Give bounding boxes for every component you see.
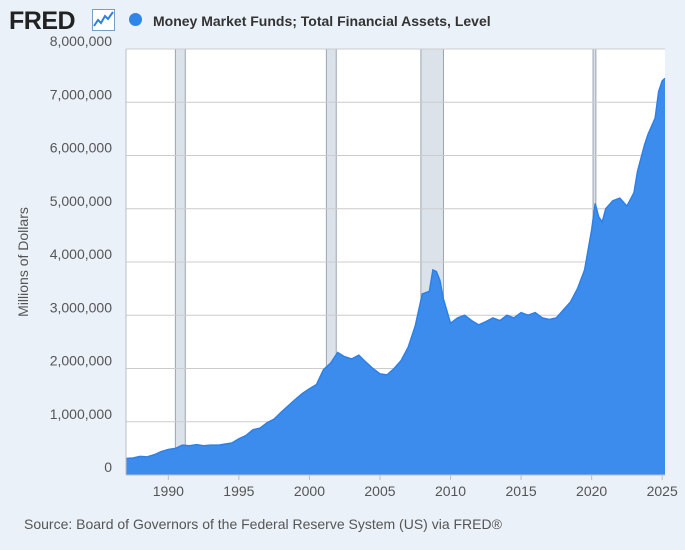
x-tick-label: 1990 <box>153 483 184 499</box>
x-tick-label: 1995 <box>223 483 254 499</box>
y-tick-labels: 0 1,000,000 2,000,000 3,000,000 4,000,000 5,0… <box>50 33 113 475</box>
y-axis-label: Millions of Dollars <box>15 207 31 317</box>
x-tick-label: 2020 <box>576 483 607 499</box>
x-tick-label: 2000 <box>294 483 325 499</box>
series-area-0 <box>126 78 665 475</box>
x-tick-label: 2010 <box>435 483 466 499</box>
x-tick-label: 2015 <box>506 483 537 499</box>
series-title: Money Market Funds; Total Financial Asse… <box>153 13 491 29</box>
y-tick-label: 2,000,000 <box>50 353 112 369</box>
y-tick-label: 3,000,000 <box>50 299 112 315</box>
chart-header: FRED Money Market Funds; Total Financial… <box>0 0 685 40</box>
y-tick-label: 1,000,000 <box>50 406 112 422</box>
y-tick-label: 4,000,000 <box>50 246 112 262</box>
fred-graph-icon <box>92 9 115 31</box>
series-line-0 <box>125 77 666 460</box>
x-tick-label: 2005 <box>364 483 395 499</box>
y-tick-label: 7,000,000 <box>50 86 112 102</box>
y-tick-label: 6,000,000 <box>50 140 112 156</box>
y-tick-label: 0 <box>104 459 112 475</box>
series-layer <box>125 77 666 475</box>
x-tick-label: 2025 <box>647 483 678 499</box>
axes <box>125 49 665 476</box>
y-tick-label: 5,000,000 <box>50 193 112 209</box>
y-tick-label: 8,000,000 <box>50 33 112 49</box>
legend-series-marker <box>129 13 142 26</box>
source-note: Source: Board of Governors of the Federa… <box>24 516 502 532</box>
x-tick-labels: 1990 1995 2000 2005 2010 2015 2020 2025 <box>153 475 678 499</box>
fred-logo[interactable]: FRED <box>9 7 76 35</box>
